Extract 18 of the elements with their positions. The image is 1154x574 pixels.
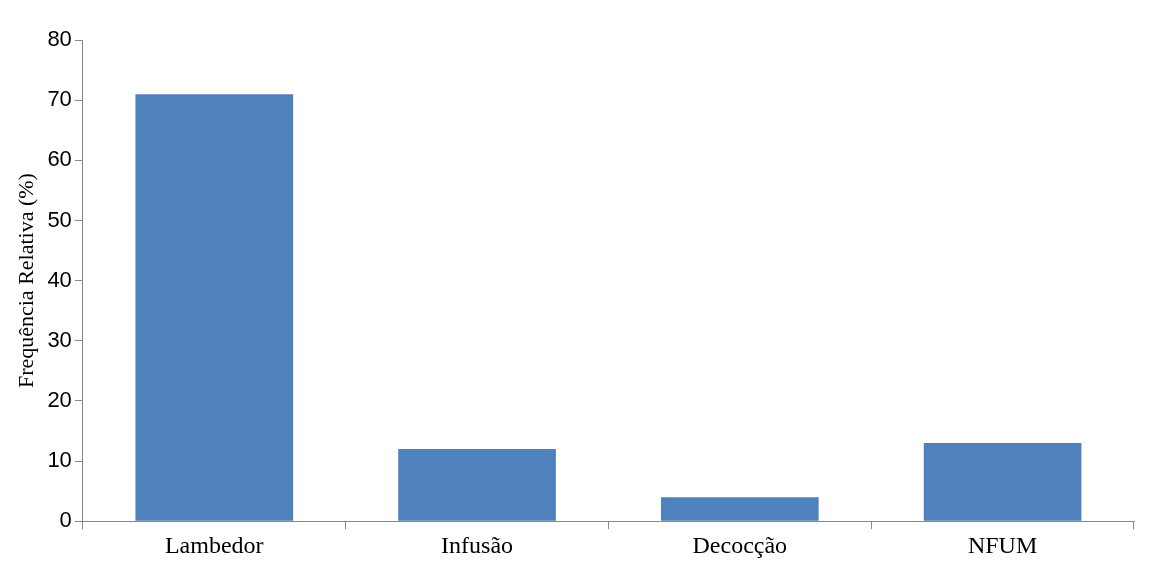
y-tick-label: 20	[47, 386, 72, 412]
bar	[660, 497, 819, 521]
y-tick-label: 80	[47, 26, 72, 52]
x-tick-label: Lambedor	[164, 531, 264, 558]
y-tick-label: 40	[47, 266, 72, 292]
bar	[398, 449, 556, 521]
y-tick-label: 0	[59, 507, 72, 533]
y-tick-label: 70	[47, 86, 72, 112]
y-axis-title: Frequência Relativa (%)	[12, 173, 38, 389]
x-tick-label: NFUM	[967, 531, 1038, 558]
y-tick-label: 50	[47, 206, 72, 232]
bar	[923, 443, 1082, 521]
y-tick-label: 10	[47, 447, 72, 473]
bar	[135, 94, 294, 521]
y-tick-label: 60	[47, 146, 72, 172]
x-tick-label: Decocção	[692, 531, 788, 558]
x-tick-label: Infusão	[441, 531, 514, 558]
y-tick-label: 30	[47, 326, 72, 352]
